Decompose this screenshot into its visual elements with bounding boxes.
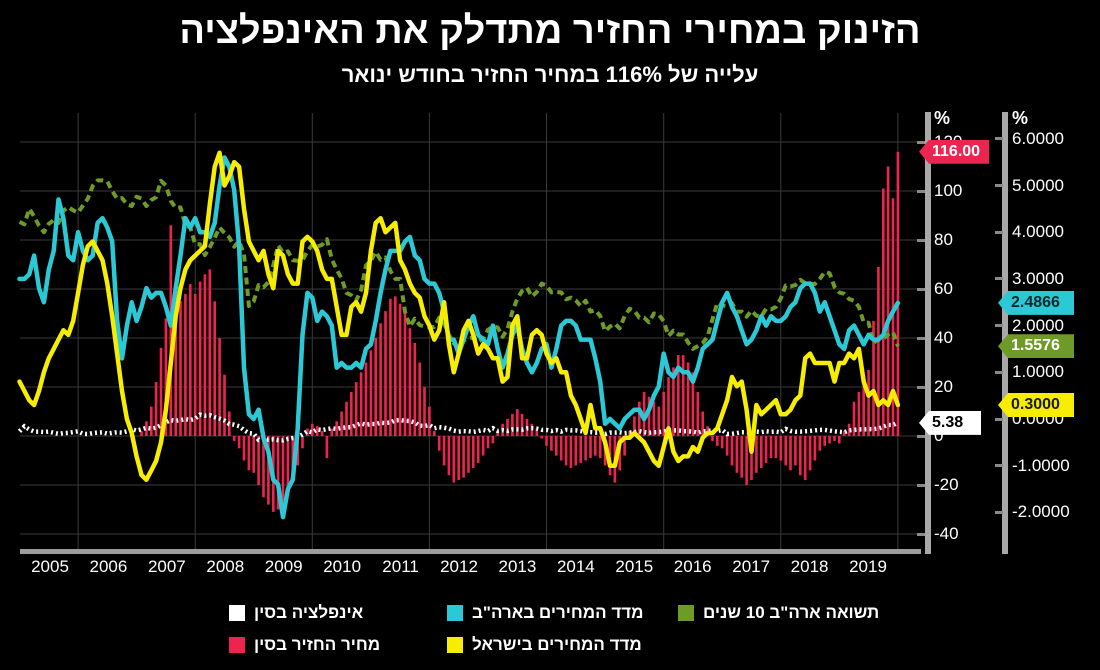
- right-axis-tick: -1.0000: [1012, 455, 1070, 475]
- legend-label: מדד המחירים בישראל: [472, 635, 642, 654]
- tick-mark: [917, 483, 925, 487]
- tick-mark: [995, 417, 1003, 421]
- year-label: 2013: [498, 557, 537, 576]
- value-tag-israel-cpi: 0.3000: [998, 392, 1074, 417]
- legend-label: מדד המחירים בארה"ב: [472, 603, 644, 622]
- tick-mark: [995, 370, 1003, 374]
- legend-label: תשואה ארה"ב 10 שנים: [703, 603, 880, 622]
- page-title: הזינוק במחירי החזיר מתדלק את האינפלציה: [179, 10, 921, 52]
- tick-mark: [995, 510, 1003, 514]
- page-subtitle: עלייה של 116% במחיר החזיר בחודש ינואר: [341, 62, 759, 87]
- china-inflation-swatch: [229, 605, 245, 621]
- left-axis-tick: -40: [934, 524, 959, 543]
- year-label: 2005: [31, 557, 69, 576]
- legend-item-israel-cpi: מדד המחירים בישראל: [447, 635, 642, 654]
- left-axis-tick: 100: [934, 181, 963, 200]
- right-axis-tick: 3.0000: [1012, 268, 1064, 288]
- right-axis-tick: 1.0000: [1012, 362, 1064, 382]
- legend-label: מחיר החזיר בסין: [254, 635, 381, 654]
- right-axis-tick: -2.0000: [1012, 502, 1070, 522]
- tick-mark: [995, 137, 1003, 141]
- left-axis-tick: 60: [934, 279, 953, 298]
- legend-item-pork-price: מחיר החזיר בסין: [229, 635, 381, 654]
- tick-mark: [917, 238, 925, 242]
- year-label: 2017: [732, 557, 771, 576]
- year-label: 2012: [440, 557, 478, 576]
- tick-mark: [995, 230, 1003, 234]
- legend-label: אינפלציה בסין: [254, 603, 364, 622]
- right-axis-unit: %: [1012, 108, 1029, 128]
- right-axis-tick: 5.0000: [1012, 175, 1064, 195]
- right-percent-axis-bar: [1002, 112, 1008, 554]
- tick-mark: [917, 532, 925, 536]
- tick-mark: [995, 184, 1003, 187]
- tick-mark: [995, 324, 1003, 328]
- left-axis-unit: %: [934, 108, 951, 128]
- left-axis-tick: 20: [934, 377, 953, 396]
- tick-mark: [917, 287, 925, 291]
- tick-mark: [917, 140, 925, 144]
- value-tag-pork-price: 116.00: [919, 139, 989, 164]
- tick-mark: [995, 464, 1003, 468]
- year-label: 2008: [206, 557, 245, 576]
- legend-item-us-cpi: מדד המחירים בארה"ב: [447, 603, 644, 622]
- year-label: 2018: [790, 557, 829, 576]
- year-label: 2015: [615, 557, 654, 576]
- us-cpi-swatch: [447, 605, 463, 621]
- right-axis-tick: 2.0000: [1012, 315, 1064, 335]
- value-tag-us-cpi: 2.4866: [998, 290, 1074, 315]
- left-axis-tick: 0: [934, 426, 944, 445]
- value-tag-china-inflation: 5.38: [919, 410, 981, 435]
- year-label: 2010: [323, 557, 362, 576]
- x-axis-bar: [20, 549, 921, 554]
- value-tag-us-10y-yield: 1.5576: [998, 334, 1074, 359]
- tick-mark: [995, 277, 1003, 281]
- israel-cpi-swatch: [447, 637, 463, 653]
- tick-mark: [917, 385, 925, 389]
- us-10y-swatch: [678, 605, 694, 621]
- left-axis-tick: 80: [934, 230, 953, 249]
- year-label: 2011: [382, 557, 419, 576]
- plot-area: [17, 113, 920, 549]
- year-label: 2007: [147, 557, 186, 576]
- year-label: 2016: [673, 557, 712, 576]
- legend-item-china-inflation: אינפלציה בסין: [229, 603, 364, 622]
- year-label: 2009: [264, 557, 303, 576]
- pork-price-swatch: [229, 637, 245, 653]
- left-axis-tick: 40: [934, 328, 953, 347]
- year-label: 2014: [556, 557, 595, 576]
- right-axis-tick: 4.0000: [1012, 222, 1064, 242]
- right-axis-tick: 6.0000: [1012, 128, 1064, 148]
- year-label: 2019: [849, 557, 887, 576]
- year-label: 2006: [89, 557, 128, 576]
- legend-item-us-10y-yield: תשואה ארה"ב 10 שנים: [678, 603, 880, 622]
- tick-mark: [917, 189, 925, 193]
- tick-mark: [917, 336, 925, 340]
- left-percent-axis-bar: [925, 112, 931, 554]
- left-axis-tick: -20: [934, 475, 959, 494]
- tick-mark: [917, 434, 925, 438]
